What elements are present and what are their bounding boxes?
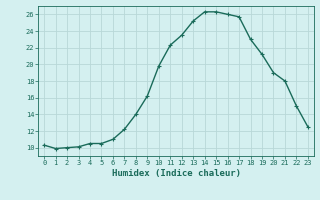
X-axis label: Humidex (Indice chaleur): Humidex (Indice chaleur) [111,169,241,178]
